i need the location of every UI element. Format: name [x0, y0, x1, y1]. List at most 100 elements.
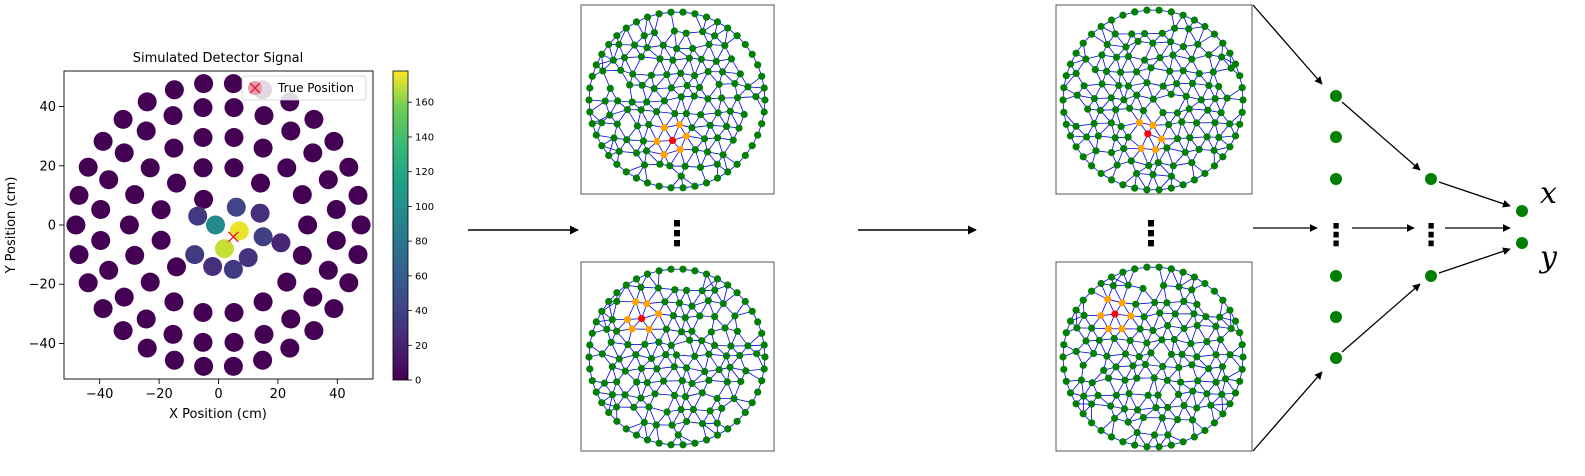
legend-x-icon — [249, 82, 261, 94]
graph-node — [1149, 326, 1157, 335]
y-tick-label: −20 — [29, 278, 56, 293]
graph-node — [1079, 410, 1087, 418]
graph-node — [681, 314, 689, 322]
graph-node — [1112, 53, 1121, 61]
graph-node — [1149, 39, 1157, 47]
detector-points — [66, 74, 371, 376]
colorbar-tick-label: 80 — [415, 237, 428, 248]
graph-node — [623, 106, 632, 114]
graph-node — [1219, 153, 1227, 161]
graph-node — [702, 179, 711, 187]
graph-node-neighbor — [623, 315, 632, 324]
graph-node — [1164, 431, 1172, 439]
graph-node-neighbor — [676, 146, 684, 154]
graph-node — [677, 93, 685, 101]
graph-node-center — [668, 136, 677, 145]
graph-node — [1177, 378, 1185, 386]
graph-node — [1173, 80, 1181, 88]
graph-node — [667, 341, 675, 349]
graph-node — [586, 341, 594, 349]
graph-node — [1187, 340, 1195, 348]
graph-node — [690, 72, 699, 80]
graph-node — [1218, 53, 1226, 61]
vertical-ellipsis: ⋮ — [660, 214, 694, 254]
graph-node — [715, 80, 723, 88]
graph-node — [1139, 414, 1147, 422]
graph-node — [1124, 82, 1132, 90]
graph-node — [608, 316, 616, 324]
graph-node — [733, 32, 741, 40]
legend-label: True Position — [277, 81, 354, 95]
graph-node — [1143, 443, 1151, 451]
graph-node — [1197, 96, 1205, 104]
graph-node — [1167, 441, 1175, 449]
graph-node-neighbor — [645, 325, 653, 333]
graph-node — [683, 417, 691, 426]
graph-node — [1060, 365, 1068, 373]
graph-node — [663, 408, 671, 416]
detector-point — [194, 189, 214, 209]
graph-nodes — [585, 8, 769, 192]
graph-node — [605, 408, 613, 417]
graph-node — [1094, 391, 1102, 399]
graph-node — [1077, 376, 1085, 384]
graph-node — [1179, 438, 1187, 446]
graph-node — [685, 54, 694, 62]
graph-node — [677, 172, 685, 180]
graph-node — [702, 436, 711, 444]
detector-point — [193, 332, 213, 352]
detector-point — [203, 257, 223, 276]
graph-node — [741, 40, 749, 49]
graph-node — [713, 174, 722, 182]
detector-point — [253, 138, 273, 158]
graph-node — [1188, 159, 1196, 167]
colorbar-tick-label: 40 — [415, 306, 428, 317]
graph-node-neighbor — [1118, 299, 1126, 307]
graph-node — [1190, 176, 1198, 184]
graph-node — [1072, 347, 1080, 355]
graph-node — [723, 378, 731, 386]
graph-node — [1088, 287, 1096, 295]
x-axis-label: X Position (cm) — [169, 407, 267, 422]
graph-node — [1185, 25, 1193, 33]
true-position-x-icon — [227, 231, 239, 243]
graph-node — [598, 350, 606, 358]
graph-node — [668, 421, 676, 429]
graph-node — [1159, 362, 1167, 371]
graph-node — [1207, 401, 1215, 409]
graph-node — [741, 408, 749, 417]
graph-node — [736, 351, 744, 360]
detector-point — [151, 230, 171, 250]
graph-node — [689, 405, 698, 414]
graph-node — [1143, 339, 1151, 347]
graph-node — [1173, 109, 1181, 117]
graph-node — [1145, 162, 1153, 170]
graph-node — [1133, 169, 1141, 178]
graph-node — [1108, 433, 1116, 441]
graph-node-neighbor — [1137, 144, 1145, 153]
graph-node — [713, 419, 721, 427]
graph-node — [1129, 362, 1137, 370]
graph-node — [1193, 404, 1201, 412]
graph-node — [760, 341, 768, 349]
graph-node — [1090, 349, 1098, 358]
graph-node — [736, 70, 744, 78]
graph-node — [632, 149, 641, 157]
graph-node — [1226, 400, 1234, 408]
arrow-to-output-y — [1438, 247, 1511, 274]
graph-node — [748, 399, 756, 407]
detector-point — [69, 185, 89, 205]
graph-node — [1193, 353, 1201, 361]
graph-node — [1079, 361, 1087, 369]
graph-node — [682, 29, 690, 37]
graph-node — [730, 395, 738, 403]
graph-node — [1238, 365, 1246, 373]
graph-node — [1182, 92, 1190, 100]
detector-point — [348, 185, 368, 205]
graph-node — [723, 122, 731, 130]
detector-point — [206, 215, 225, 235]
graph-node — [588, 72, 596, 80]
graph-node — [592, 61, 600, 69]
graph-node — [722, 352, 731, 360]
graph-node — [659, 41, 667, 49]
